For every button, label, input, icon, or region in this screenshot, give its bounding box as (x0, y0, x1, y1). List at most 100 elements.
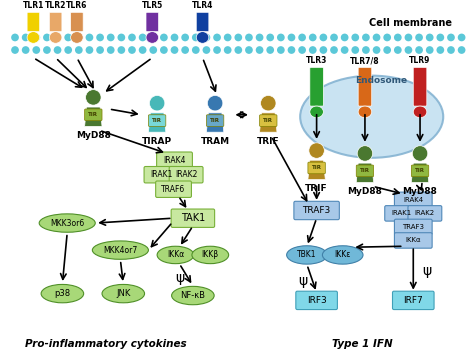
Text: TRAF3: TRAF3 (302, 206, 331, 215)
Text: TLR4: TLR4 (192, 1, 213, 10)
Circle shape (405, 34, 412, 41)
FancyBboxPatch shape (156, 152, 192, 168)
FancyBboxPatch shape (206, 115, 224, 126)
Text: JNK: JNK (116, 289, 130, 298)
Circle shape (357, 146, 373, 161)
Ellipse shape (300, 76, 443, 158)
Polygon shape (148, 113, 166, 132)
Circle shape (437, 34, 444, 41)
Text: MKK3or6: MKK3or6 (50, 219, 84, 228)
Circle shape (255, 46, 264, 54)
Circle shape (458, 46, 465, 54)
Circle shape (341, 46, 348, 54)
Circle shape (255, 34, 264, 41)
Text: TLR2: TLR2 (45, 1, 66, 10)
Ellipse shape (322, 246, 363, 264)
Text: IRAK2: IRAK2 (175, 170, 197, 179)
Circle shape (351, 34, 359, 41)
FancyBboxPatch shape (356, 165, 374, 176)
FancyBboxPatch shape (296, 291, 337, 310)
Ellipse shape (287, 246, 327, 264)
Text: IRAK2: IRAK2 (415, 210, 435, 216)
Circle shape (11, 46, 19, 54)
Circle shape (202, 34, 210, 41)
Circle shape (309, 46, 317, 54)
Text: IRAK4: IRAK4 (403, 197, 423, 203)
Polygon shape (85, 107, 102, 126)
FancyBboxPatch shape (71, 12, 83, 32)
Polygon shape (356, 163, 374, 183)
Circle shape (235, 34, 242, 41)
Circle shape (319, 46, 327, 54)
Ellipse shape (102, 285, 145, 303)
Circle shape (277, 34, 285, 41)
Circle shape (351, 46, 359, 54)
Ellipse shape (71, 32, 83, 43)
Ellipse shape (49, 32, 62, 43)
Circle shape (160, 46, 168, 54)
Text: TRAF6: TRAF6 (162, 185, 186, 194)
Text: IRF7: IRF7 (403, 296, 423, 305)
Circle shape (362, 34, 370, 41)
Circle shape (208, 95, 223, 111)
Circle shape (192, 34, 200, 41)
Text: TRAF3: TRAF3 (402, 224, 424, 230)
Text: TLR6: TLR6 (66, 1, 88, 10)
Circle shape (298, 46, 306, 54)
Circle shape (362, 46, 370, 54)
Text: ψ: ψ (422, 264, 431, 279)
Polygon shape (308, 160, 325, 180)
Circle shape (160, 34, 168, 41)
Text: ψ: ψ (299, 274, 308, 288)
FancyBboxPatch shape (392, 291, 434, 310)
Circle shape (288, 34, 295, 41)
Ellipse shape (192, 246, 228, 264)
Circle shape (32, 34, 40, 41)
Text: IKKα: IKKα (167, 250, 184, 259)
FancyBboxPatch shape (385, 206, 419, 221)
Circle shape (373, 34, 381, 41)
Circle shape (426, 34, 434, 41)
Text: TIR: TIR (360, 168, 370, 173)
Text: IRF3: IRF3 (307, 296, 327, 305)
Circle shape (139, 34, 146, 41)
FancyBboxPatch shape (146, 12, 159, 32)
Text: IRAK1: IRAK1 (392, 210, 412, 216)
FancyBboxPatch shape (310, 67, 323, 106)
Ellipse shape (27, 32, 40, 43)
Ellipse shape (92, 241, 148, 259)
Circle shape (75, 34, 82, 41)
Circle shape (277, 46, 285, 54)
Text: TRAM: TRAM (201, 137, 230, 146)
Circle shape (447, 46, 455, 54)
Circle shape (118, 34, 125, 41)
Circle shape (22, 46, 29, 54)
Text: Endosome: Endosome (356, 77, 408, 85)
FancyBboxPatch shape (394, 219, 432, 235)
Polygon shape (411, 163, 429, 183)
Circle shape (149, 46, 157, 54)
FancyBboxPatch shape (413, 67, 427, 106)
Circle shape (309, 34, 317, 41)
Circle shape (171, 34, 178, 41)
Text: TIR: TIR (152, 118, 162, 123)
Circle shape (447, 34, 455, 41)
Circle shape (128, 46, 136, 54)
Circle shape (213, 34, 221, 41)
Text: Cell membrane: Cell membrane (369, 18, 452, 28)
Circle shape (64, 34, 72, 41)
Text: TIRAP: TIRAP (142, 137, 172, 146)
Circle shape (11, 34, 19, 41)
Circle shape (171, 46, 178, 54)
Circle shape (245, 34, 253, 41)
Circle shape (394, 46, 401, 54)
Ellipse shape (358, 106, 372, 118)
Circle shape (181, 34, 189, 41)
Circle shape (43, 34, 51, 41)
Circle shape (54, 46, 62, 54)
FancyBboxPatch shape (148, 115, 166, 126)
Text: Pro-inflammatory cytokines: Pro-inflammatory cytokines (25, 339, 187, 349)
Circle shape (261, 95, 276, 111)
Text: TRIF: TRIF (257, 137, 280, 146)
FancyBboxPatch shape (394, 192, 432, 208)
